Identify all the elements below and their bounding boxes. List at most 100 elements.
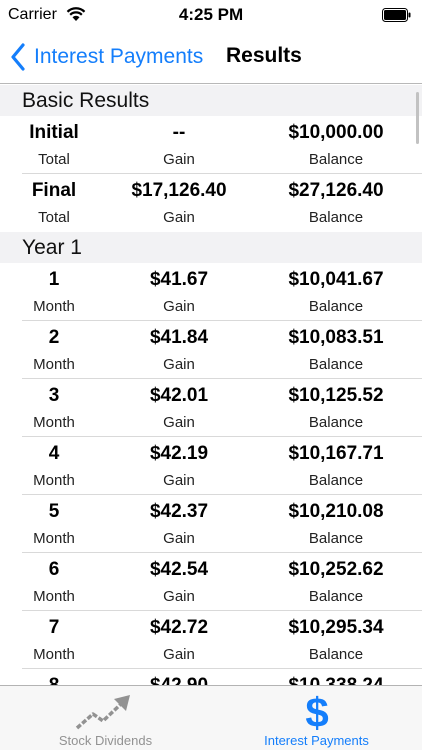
nav-divider bbox=[0, 83, 422, 84]
table-row[interactable]: Initial Total -- Gain $10,000.00 Balance bbox=[0, 116, 422, 174]
balance-value: $10,295.34 bbox=[288, 617, 384, 638]
balance-label: Balance bbox=[308, 646, 364, 663]
status-time: 4:25 PM bbox=[178, 5, 244, 24]
gain-value: $42.72 bbox=[149, 617, 209, 638]
table-row[interactable]: 7 Month $42.72 Gain $10,295.34 Balance bbox=[0, 611, 422, 669]
gain-value: $42.19 bbox=[149, 443, 209, 464]
row-first-value: Initial bbox=[29, 122, 79, 143]
row-first-value: 1 bbox=[48, 269, 60, 290]
wifi-icon bbox=[66, 7, 86, 21]
balance-label: Balance bbox=[308, 414, 364, 431]
gain-label: Gain bbox=[163, 298, 195, 315]
basic-results-rows: Initial Total -- Gain $10,000.00 Balance Final… bbox=[0, 116, 422, 232]
svg-text:$: $ bbox=[305, 690, 328, 732]
gain-label: Gain bbox=[163, 151, 195, 168]
balance-label: Balance bbox=[308, 588, 364, 605]
gain-label: Gain bbox=[163, 356, 195, 373]
balance-label: Balance bbox=[308, 356, 364, 373]
section-header-label: Year 1 bbox=[22, 235, 82, 259]
row-divider bbox=[22, 436, 422, 437]
balance-value: $10,210.08 bbox=[288, 501, 384, 522]
gain-label: Gain bbox=[163, 588, 195, 605]
row-first-label: Month bbox=[33, 646, 75, 663]
row-divider bbox=[22, 173, 422, 174]
balance-label: Balance bbox=[308, 151, 364, 168]
row-first-value: 5 bbox=[48, 501, 60, 522]
row-first-label: Month bbox=[33, 588, 75, 605]
row-first-label: Month bbox=[33, 414, 75, 431]
back-button[interactable]: Interest Payments bbox=[10, 42, 203, 72]
dollar-sign-icon: $ bbox=[305, 690, 328, 732]
tab-label: Stock Dividends bbox=[58, 733, 153, 748]
row-divider bbox=[22, 668, 422, 669]
row-first-label: Month bbox=[33, 472, 75, 489]
balance-label: Balance bbox=[308, 530, 364, 547]
tab-stock-dividends[interactable]: Stock Dividends bbox=[0, 686, 211, 750]
row-first-label: Total bbox=[38, 209, 70, 226]
balance-value: $10,338.24 bbox=[250, 675, 422, 685]
balance-value: $10,125.52 bbox=[288, 385, 384, 406]
row-first-label: Month bbox=[33, 530, 75, 547]
row-first-value: 6 bbox=[48, 559, 60, 580]
gain-value: $42.01 bbox=[149, 385, 209, 406]
table-row[interactable]: Final Total $17,126.40 Gain $27,126.40 Balanc… bbox=[0, 174, 422, 232]
chevron-left-icon bbox=[11, 43, 25, 71]
year-rows: 1 Month $41.67 Gain $10,041.67 Balance 2 Month $… bbox=[0, 263, 422, 685]
balance-value: $10,083.51 bbox=[288, 327, 384, 348]
table-row[interactable]: 4 Month $42.19 Gain $10,167.71 Balance bbox=[0, 437, 422, 495]
gain-label: Gain bbox=[163, 530, 195, 547]
table-row[interactable]: 2 Month $41.84 Gain $10,083.51 Balance bbox=[0, 321, 422, 379]
table-row[interactable]: 8Month$42.90Gain$10,338.24Balance bbox=[0, 669, 422, 685]
balance-value: $10,167.71 bbox=[288, 443, 384, 464]
gain-label: Gain bbox=[163, 472, 195, 489]
back-button-label: Interest Payments bbox=[34, 45, 204, 68]
row-first-value: 7 bbox=[48, 617, 60, 638]
row-divider bbox=[22, 378, 422, 379]
results-list[interactable]: Basic Results Initial Total -- Gain $10,000.… bbox=[0, 85, 422, 685]
gain-label: Gain bbox=[163, 209, 195, 226]
gain-value: $42.54 bbox=[149, 559, 209, 580]
row-first-value: Final bbox=[31, 180, 77, 201]
balance-value: $27,126.40 bbox=[288, 180, 384, 201]
balance-label: Balance bbox=[308, 209, 364, 226]
carrier-label: Carrier bbox=[8, 6, 57, 23]
row-first-label: Month bbox=[33, 356, 75, 373]
balance-value: $10,041.67 bbox=[288, 269, 384, 290]
gain-value: $17,126.40 bbox=[131, 180, 227, 201]
gain-label: Gain bbox=[163, 646, 195, 663]
row-first-label: Month bbox=[33, 298, 75, 315]
section-header-basic-results: Basic Results bbox=[0, 85, 422, 116]
row-divider bbox=[22, 610, 422, 611]
row-divider bbox=[22, 552, 422, 553]
battery-icon bbox=[382, 8, 411, 22]
gain-value: $42.37 bbox=[149, 501, 209, 522]
tab-interest-payments[interactable]: $ Interest Payments bbox=[211, 686, 422, 750]
gain-value: $41.67 bbox=[149, 269, 209, 290]
balance-value: $10,252.62 bbox=[288, 559, 384, 580]
status-bar: Carrier 4:25 PM bbox=[0, 0, 422, 30]
section-header-year: Year 1 bbox=[0, 232, 422, 263]
gain-value: -- bbox=[172, 122, 186, 143]
table-row[interactable]: 3 Month $42.01 Gain $10,125.52 Balance bbox=[0, 379, 422, 437]
row-first-value: 4 bbox=[48, 443, 60, 464]
table-row[interactable]: 5 Month $42.37 Gain $10,210.08 Balance bbox=[0, 495, 422, 553]
row-first-value: 8 bbox=[0, 675, 108, 685]
table-row[interactable]: 1 Month $41.67 Gain $10,041.67 Balance bbox=[0, 263, 422, 321]
gain-label: Gain bbox=[163, 414, 195, 431]
balance-label: Balance bbox=[308, 298, 364, 315]
page-title: Results bbox=[226, 44, 302, 67]
row-divider bbox=[22, 320, 422, 321]
balance-value: $10,000.00 bbox=[288, 122, 384, 143]
section-header-label: Basic Results bbox=[22, 88, 150, 112]
navigation-bar: Interest Payments Results bbox=[0, 30, 422, 84]
trend-line-icon bbox=[75, 695, 130, 730]
row-divider bbox=[22, 494, 422, 495]
table-row[interactable]: 6 Month $42.54 Gain $10,252.62 Balance bbox=[0, 553, 422, 611]
gain-value: $42.90 bbox=[108, 675, 250, 685]
tab-label: Interest Payments bbox=[264, 733, 369, 748]
row-first-value: 3 bbox=[48, 385, 60, 406]
row-first-label: Total bbox=[38, 151, 70, 168]
row-first-value: 2 bbox=[48, 327, 60, 348]
scroll-indicator[interactable] bbox=[416, 92, 419, 144]
